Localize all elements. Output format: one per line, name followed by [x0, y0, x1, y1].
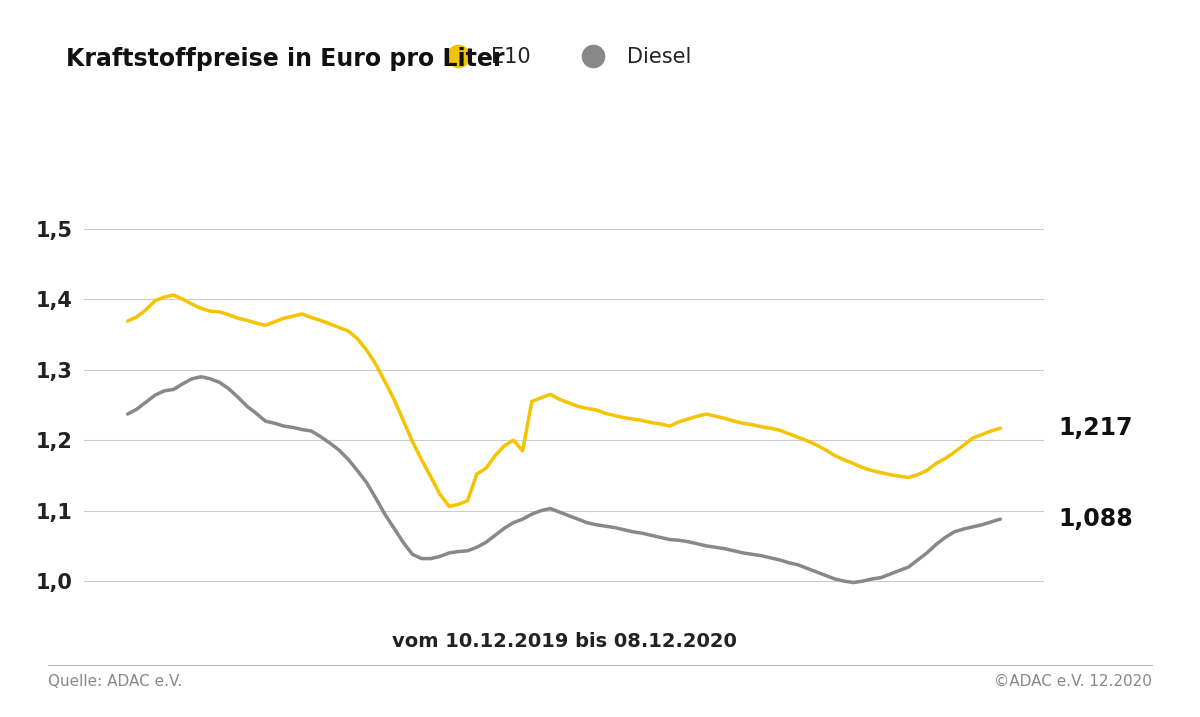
Text: Quelle: ADAC e.V.: Quelle: ADAC e.V.	[48, 674, 182, 689]
Text: ©ADAC e.V. 12.2020: ©ADAC e.V. 12.2020	[994, 674, 1152, 689]
Text: Kraftstoffpreise in Euro pro Liter: Kraftstoffpreise in Euro pro Liter	[66, 47, 504, 70]
Text: 1,217: 1,217	[1058, 416, 1133, 440]
Legend: E10, Diesel: E10, Diesel	[428, 39, 700, 75]
Text: 1,088: 1,088	[1058, 507, 1133, 531]
Text: vom 10.12.2019 bis 08.12.2020: vom 10.12.2019 bis 08.12.2020	[391, 632, 737, 651]
